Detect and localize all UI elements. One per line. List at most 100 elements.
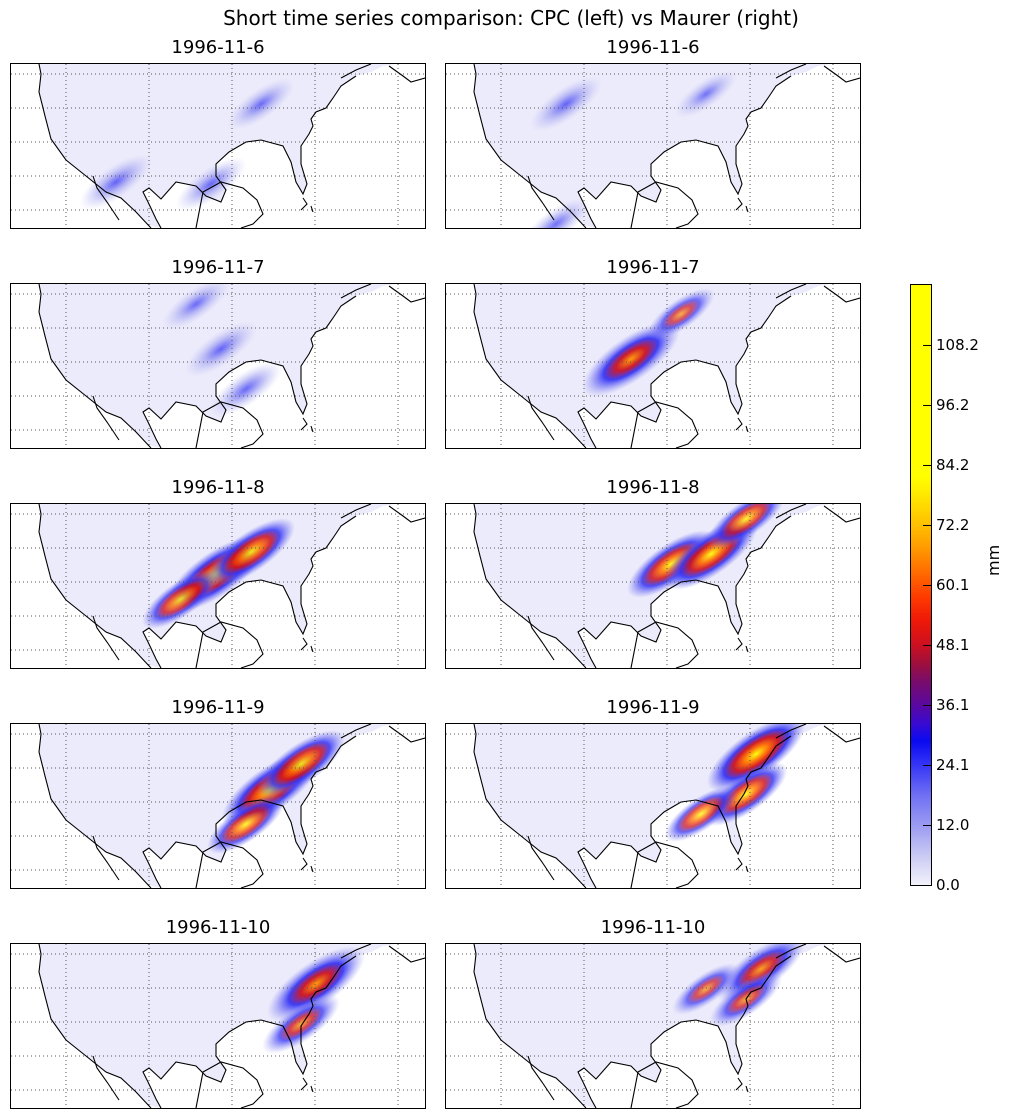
map-canvas xyxy=(446,504,860,668)
precip-area xyxy=(256,730,346,798)
precip-area xyxy=(209,361,283,417)
map-canvas xyxy=(11,64,425,228)
precip-area xyxy=(175,157,247,211)
precip-area xyxy=(522,198,590,228)
coastline xyxy=(38,724,357,888)
precip-area xyxy=(707,504,785,549)
colorbar-tick-label: 96.2 xyxy=(936,395,970,414)
precip-area xyxy=(206,518,296,586)
map-panel-maurer-1 xyxy=(445,63,861,229)
precip-area xyxy=(142,569,220,629)
map-panel-cpc-1 xyxy=(10,63,426,229)
coastline xyxy=(735,197,749,213)
map-canvas xyxy=(446,64,860,228)
coastline xyxy=(735,637,749,653)
colorbar-tick-label: 0.0 xyxy=(936,876,960,894)
colorbar-tick xyxy=(923,524,931,526)
colorbar-tick-label: 60.1 xyxy=(936,576,970,594)
coastline xyxy=(775,64,860,83)
panel-title: 1996-11-7 xyxy=(171,257,265,278)
coastline xyxy=(775,724,860,743)
colorbar-tick xyxy=(923,825,931,827)
panel-title: 1996-11-6 xyxy=(606,37,700,58)
colorbar-tick-label: 84.2 xyxy=(936,455,970,474)
coastline xyxy=(630,841,699,888)
colorbar-tick xyxy=(923,585,931,586)
panel-title: 1996-11-6 xyxy=(171,37,265,58)
coastline xyxy=(473,64,792,228)
coastline xyxy=(340,944,425,963)
map-panel-maurer-3 xyxy=(445,503,861,669)
map-canvas xyxy=(446,284,860,448)
panel-title: 1996-11-10 xyxy=(165,917,271,938)
map-canvas xyxy=(11,944,425,1108)
colorbar-tick-label: 72.2 xyxy=(936,515,970,534)
coastline xyxy=(473,284,792,448)
coastline xyxy=(473,724,792,888)
coastline xyxy=(195,621,264,668)
map-panel-cpc-4 xyxy=(10,723,426,889)
colorbar-tick xyxy=(923,464,931,466)
panel-title: 1996-11-8 xyxy=(606,477,700,498)
precip-area xyxy=(674,70,738,118)
coastline xyxy=(38,504,357,668)
map-panel-maurer-5 xyxy=(445,943,861,1109)
colorbar-tick xyxy=(923,885,931,886)
precip-area xyxy=(672,963,740,1015)
coastline xyxy=(195,401,264,448)
coastline xyxy=(195,1061,264,1108)
coastline xyxy=(195,181,264,228)
colorbar-tick-label: 36.1 xyxy=(936,695,970,714)
map-panel-maurer-4 xyxy=(445,723,861,889)
coastline xyxy=(630,401,699,448)
coastline xyxy=(300,1077,314,1093)
coastline xyxy=(775,284,860,303)
precip-area xyxy=(227,78,295,130)
map-canvas xyxy=(11,724,425,888)
map-panel-cpc-5 xyxy=(10,943,426,1109)
panel-title: 1996-11-7 xyxy=(606,257,700,278)
coastline xyxy=(630,621,699,668)
map-canvas xyxy=(11,504,425,668)
precip-background xyxy=(39,724,396,888)
panel-title: 1996-11-9 xyxy=(171,697,265,718)
coastline xyxy=(300,417,314,433)
coastline xyxy=(473,504,792,668)
coastline xyxy=(340,284,425,303)
coastline xyxy=(195,841,264,888)
precip-area xyxy=(529,76,603,132)
precip-area xyxy=(647,288,715,340)
coastline xyxy=(775,504,860,523)
colorbar-tick-label: 48.1 xyxy=(936,635,970,654)
colorbar-tick-label: 108.2 xyxy=(936,335,979,354)
panel-title: 1996-11-8 xyxy=(171,477,265,498)
coastline xyxy=(38,284,357,448)
map-canvas xyxy=(11,284,425,448)
coastline xyxy=(473,944,792,1108)
map-canvas xyxy=(446,724,860,888)
colorbar-tick-label: 12.0 xyxy=(936,816,970,835)
map-panel-maurer-2 xyxy=(445,283,861,449)
colorbar-tick-label: 24.1 xyxy=(936,755,970,774)
precip-area xyxy=(184,321,258,377)
map-canvas xyxy=(446,944,860,1108)
colorbar xyxy=(910,284,932,886)
coastline xyxy=(340,504,425,523)
coastline xyxy=(38,944,357,1108)
precip-area xyxy=(79,154,153,210)
coastline xyxy=(300,857,314,873)
coastline xyxy=(630,181,699,228)
colorbar-tick xyxy=(923,704,931,706)
coastline xyxy=(340,724,425,743)
precip-area xyxy=(581,321,681,397)
colorbar-tick xyxy=(923,764,931,766)
precip-background xyxy=(474,64,831,228)
panel-title: 1996-11-9 xyxy=(606,697,700,718)
colorbar-label: mm xyxy=(984,544,1003,576)
precip-area xyxy=(262,994,340,1054)
precip-area xyxy=(207,794,285,854)
precip-area xyxy=(266,946,366,1022)
coastline xyxy=(630,1061,699,1108)
precip-area xyxy=(664,786,738,842)
